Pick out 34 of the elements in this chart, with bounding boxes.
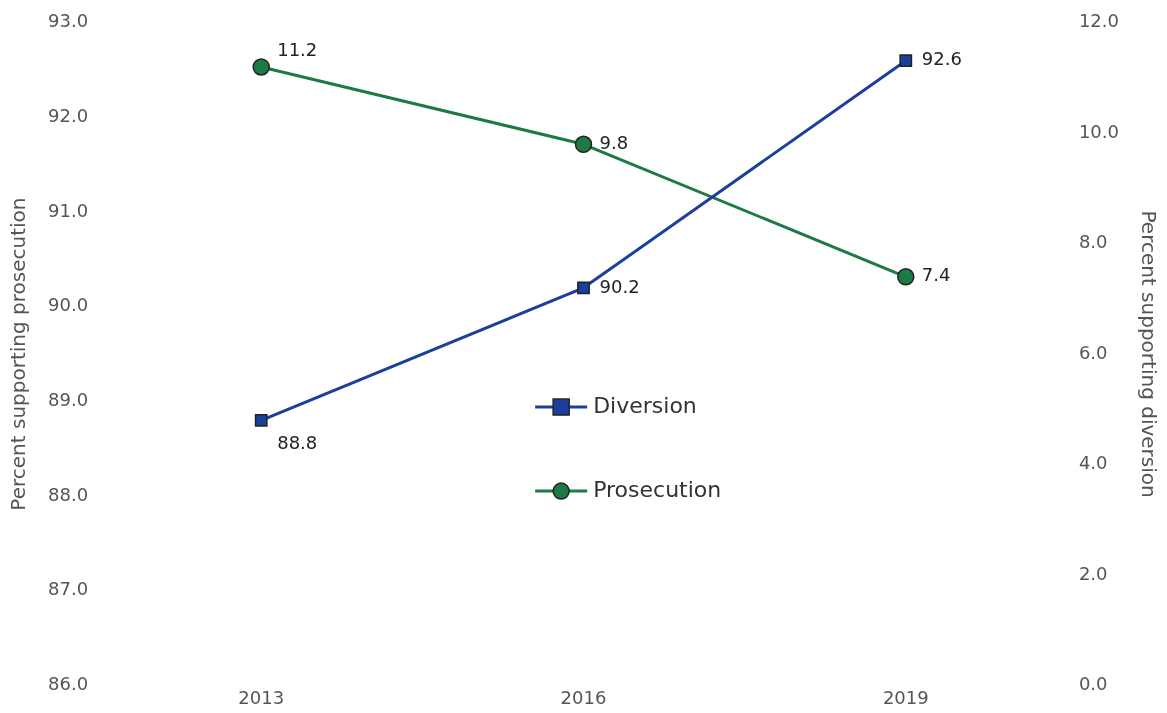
y-tick-label: 89.0: [48, 389, 89, 411]
data-label: 92.6: [921, 48, 962, 70]
y-tick-label: 87.0: [48, 578, 89, 600]
y2-tick-label: 0.0: [1078, 673, 1108, 695]
y-tick-label: 86.0: [48, 673, 89, 695]
data-label: 88.8: [277, 432, 318, 454]
y-tick-label: 92.0: [48, 105, 89, 127]
y2-tick-label: 4.0: [1078, 452, 1108, 474]
point: [897, 268, 915, 286]
data-label: 9.8: [599, 131, 629, 153]
data-label: 90.2: [599, 275, 640, 297]
y-tick-label: 93.0: [48, 10, 89, 32]
y2-axis-title: Percent supporting diversion: [1136, 210, 1161, 498]
y-tick-label: 90.0: [48, 294, 89, 316]
legend-label: Diversion: [593, 392, 697, 418]
point: [577, 281, 590, 295]
point: [899, 54, 913, 68]
data-label: 7.4: [921, 264, 951, 286]
x-tick-label: 2019: [882, 686, 929, 708]
x-tick-label: 2013: [238, 686, 285, 708]
y2-tick-label: 10.0: [1078, 120, 1119, 142]
y-tick-label: 88.0: [48, 483, 89, 505]
y2-tick-label: 6.0: [1078, 341, 1108, 363]
y2-tick-label: 12.0: [1078, 10, 1119, 32]
legend-label: Prosecution: [593, 476, 722, 502]
point: [252, 58, 270, 76]
data-label: 11.2: [277, 38, 318, 60]
y-axis-title: Percent supporting prosecution: [6, 197, 31, 511]
y2-tick-label: 2.0: [1078, 562, 1108, 584]
x-tick-label: 2016: [560, 686, 607, 708]
point: [574, 135, 593, 154]
point: [254, 413, 268, 427]
y-tick-label: 91.0: [48, 199, 89, 221]
y2-tick-label: 8.0: [1078, 231, 1108, 253]
